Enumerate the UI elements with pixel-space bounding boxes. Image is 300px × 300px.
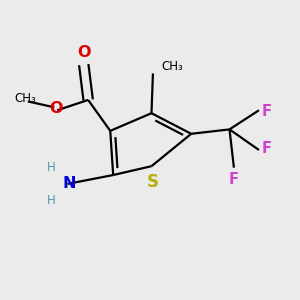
Text: N: N: [62, 176, 76, 191]
Text: F: F: [229, 172, 239, 187]
Text: S: S: [147, 173, 159, 191]
Text: O: O: [77, 45, 91, 60]
Text: CH₃: CH₃: [162, 60, 184, 73]
Text: F: F: [261, 141, 271, 156]
Text: H: H: [47, 194, 56, 207]
Text: O: O: [49, 101, 62, 116]
Text: H: H: [47, 161, 56, 174]
Text: CH₃: CH₃: [14, 92, 36, 105]
Text: F: F: [261, 104, 271, 119]
